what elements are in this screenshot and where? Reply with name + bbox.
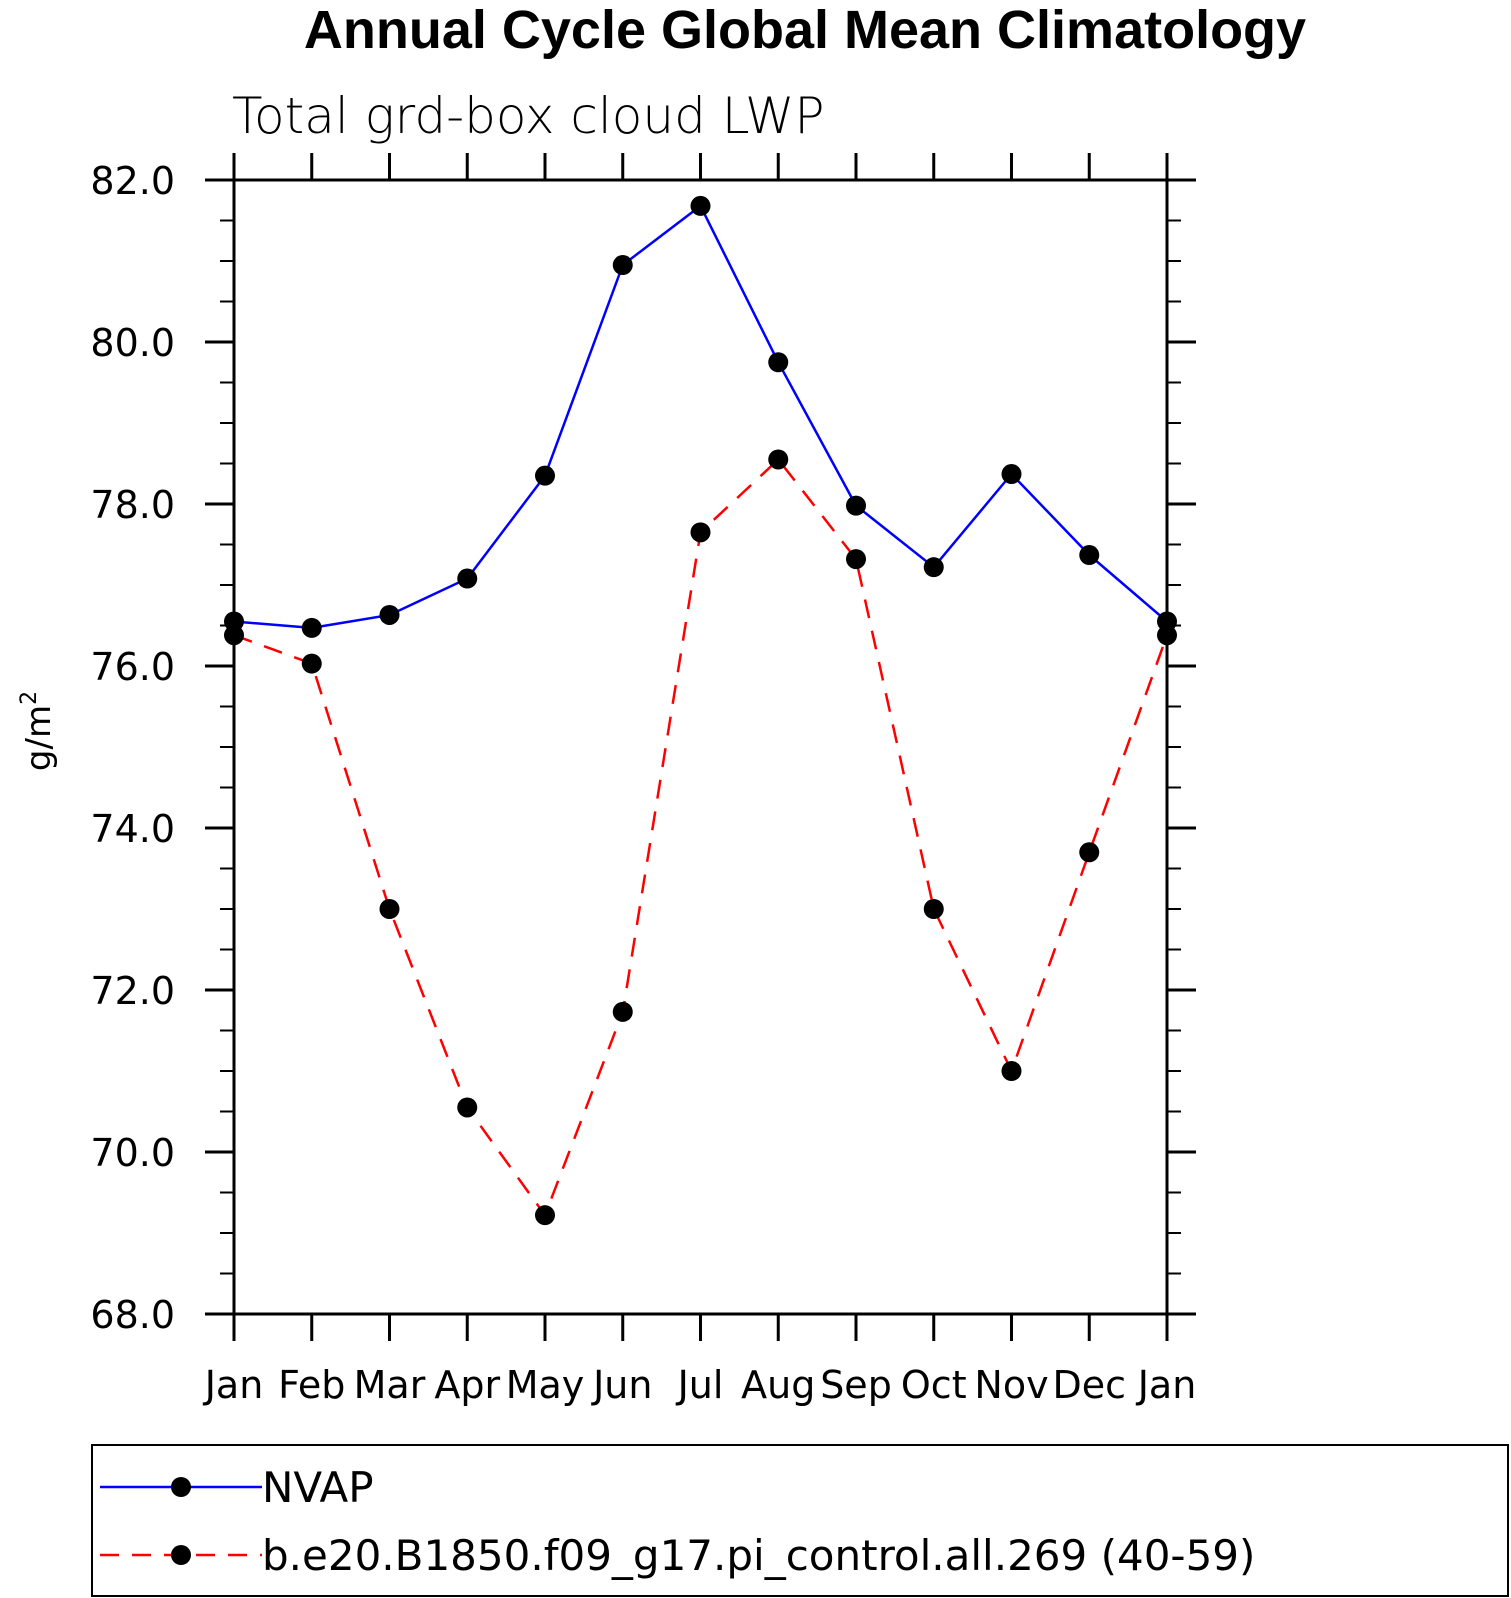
x-tick-label: Aug: [741, 1363, 815, 1407]
data-point-series-0: [1079, 545, 1100, 566]
plot-frame: [232, 178, 1169, 1316]
data-point-series-1: [690, 522, 711, 543]
y-tick-label: 68.0: [90, 1293, 175, 1337]
y-tick-label: 78.0: [90, 483, 175, 527]
legend-label-model: b.e20.B1850.f09_g17.pi_control.all.269 (…: [262, 1531, 1255, 1580]
data-point-series-1: [1079, 842, 1100, 863]
y-tick-label: 82.0: [90, 159, 175, 203]
y-axis-label-unit: g/m: [19, 705, 59, 771]
data-point-series-0: [612, 255, 633, 276]
data-point-series-1: [768, 449, 789, 470]
data-point-series-1: [923, 899, 944, 919]
legend-marker-nvap: [171, 1477, 191, 1497]
data-point-series-0: [923, 557, 944, 578]
x-tick-label: Nov: [974, 1363, 1048, 1407]
chart-subtitle: Total grd-box cloud LWP: [232, 87, 825, 145]
data-point-series-0: [301, 617, 322, 638]
y-axis-label-exponent: 2: [17, 691, 42, 705]
x-tick-label: May: [506, 1363, 585, 1407]
y-tick-label: 74.0: [90, 807, 175, 851]
data-point-series-0: [457, 568, 478, 589]
x-tick-label: Apr: [434, 1363, 500, 1407]
y-tick-label: 72.0: [90, 969, 175, 1013]
legend-box: [91, 1444, 1509, 1597]
legend-item-model: b.e20.B1850.f09_g17.pi_control.all.269 (…: [100, 1531, 1255, 1580]
x-tick-label: Jun: [591, 1363, 652, 1407]
axes: Jan Feb Mar Apr May Jun Jul Aug Sep Oct Nov Dec Jan6…: [90, 153, 1196, 1407]
x-tick-label: Mar: [354, 1363, 426, 1407]
legend-label-nvap: NVAP: [262, 1463, 374, 1512]
y-axis-label: g/m2: [17, 691, 59, 771]
x-tick-label: Feb: [278, 1363, 345, 1407]
y-tick-label: 76.0: [90, 645, 175, 689]
x-tick-label: Dec: [1052, 1363, 1126, 1407]
legend: NVAP b.e20.B1850.f09_g17.pi_control.all.…: [91, 1444, 1509, 1597]
data-point-series-1: [301, 653, 322, 674]
x-tick-label: Jan: [203, 1363, 264, 1407]
y-tick-label: 80.0: [90, 321, 175, 365]
x-tick-label: Sep: [820, 1363, 892, 1407]
data-point-series-0: [846, 495, 866, 516]
legend-item-nvap: NVAP: [100, 1463, 374, 1512]
x-tick-label: Jan: [1136, 1363, 1197, 1407]
data-point-series-0: [379, 604, 400, 625]
data-point-series-0: [1001, 464, 1022, 485]
chart-title: Annual Cycle Global Mean Climatology: [304, 0, 1306, 60]
data-point-series-1: [846, 549, 866, 570]
y-tick-label: 70.0: [90, 1131, 175, 1175]
data-point-series-1: [1001, 1061, 1022, 1081]
data-point-series-0: [690, 195, 711, 216]
x-tick-label: Oct: [901, 1363, 967, 1407]
data-point-series-0: [535, 465, 555, 486]
data-point-series-1: [612, 1001, 633, 1022]
data-point-series-1: [535, 1205, 555, 1226]
series-line-1: [233, 458, 1169, 1217]
series-layer: [224, 195, 1177, 1226]
data-point-series-0: [768, 352, 789, 373]
x-tick-label: Jul: [676, 1363, 724, 1407]
data-point-series-1: [457, 1097, 478, 1118]
series-line-0: [233, 204, 1168, 630]
legend-marker-model: [171, 1545, 191, 1565]
data-point-series-1: [379, 899, 400, 919]
